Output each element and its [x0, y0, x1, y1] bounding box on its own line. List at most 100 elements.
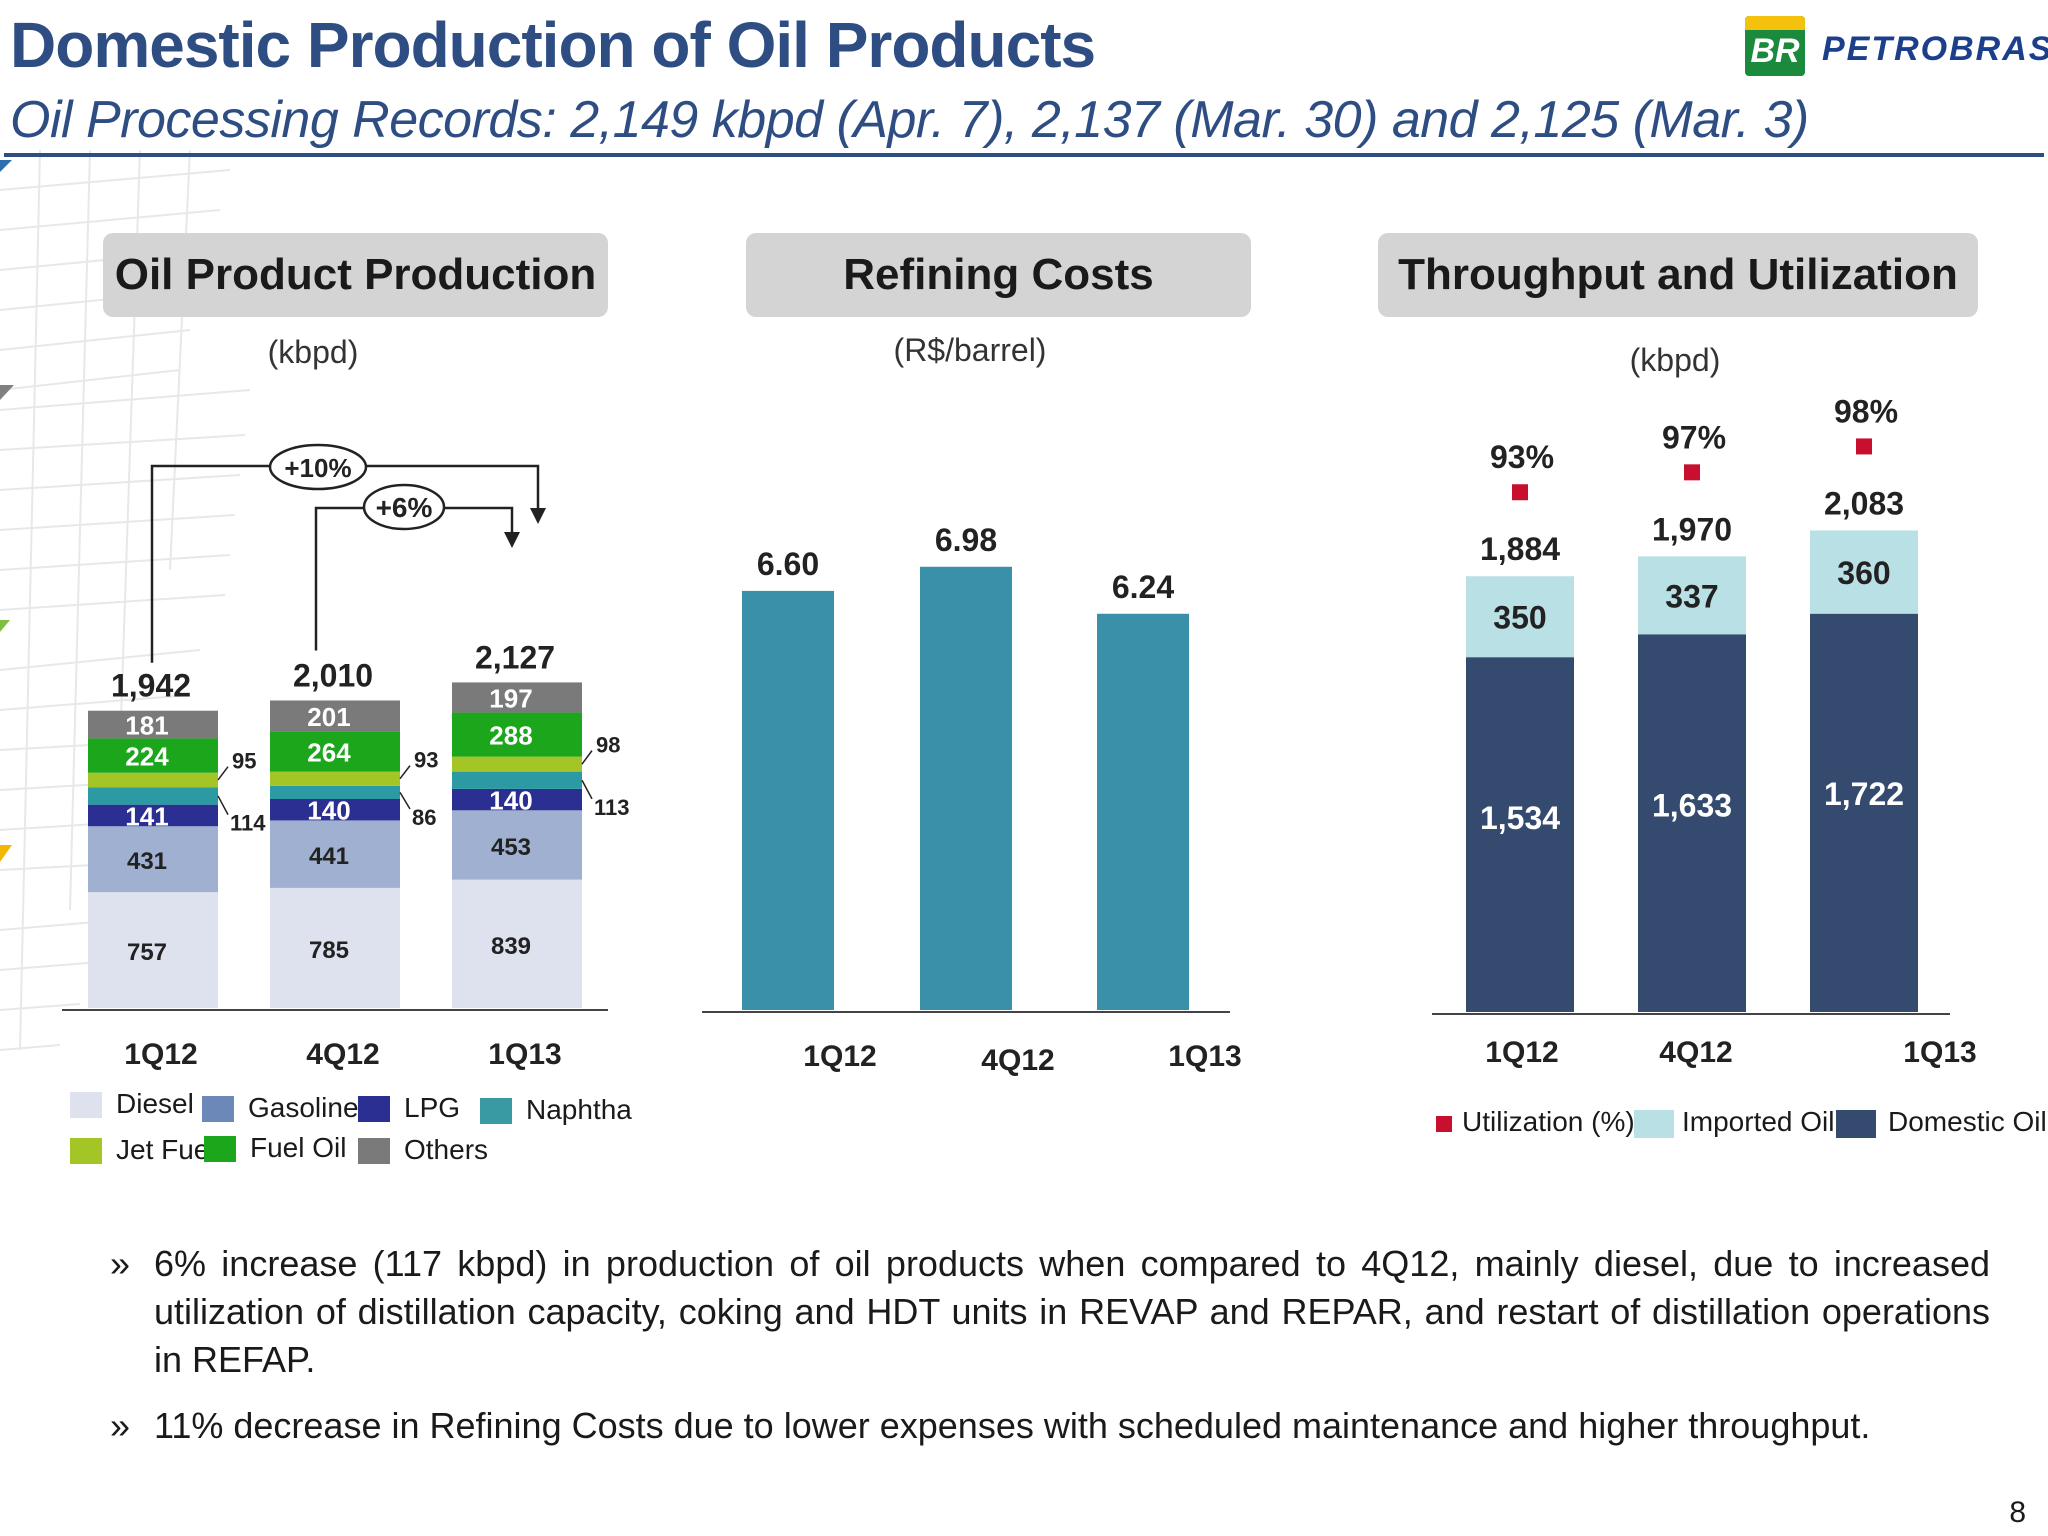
total-label-throughput-4q12: 1,970	[1652, 511, 1732, 547]
bar-segment-domestic-oil-4q12	[1638, 634, 1746, 1012]
value-label-jet-fuel-4q12: 93	[414, 748, 438, 773]
bullet-item: » 11% decrease in Refining Costs due to l…	[110, 1402, 1990, 1450]
leader-line-naphtha-1q12	[217, 795, 229, 816]
value-label-lpg-1q12: 141	[125, 801, 168, 831]
value-label-gasoline-1q12: 431	[127, 848, 167, 875]
bar-segment-domestic-oil-1q13	[1810, 613, 1918, 1012]
total-label-1q12: 1,942	[111, 668, 191, 704]
bar-segment-gasoline-1q12	[88, 826, 218, 893]
legend-swatch-domestic-oil	[1836, 1110, 1876, 1138]
utilization-marker-1q12	[1512, 484, 1528, 501]
value-label-naphtha-4q12: 86	[412, 805, 436, 830]
bar-segment-jet-fuel-1q12	[88, 772, 218, 788]
legend-swatch-imported-oil	[1634, 1110, 1674, 1138]
value-label-jet-fuel-1q12: 95	[232, 749, 256, 774]
bar-segment-fuel-oil-4q12	[270, 731, 400, 772]
total-label-4q12: 2,010	[293, 657, 373, 693]
x-tick-label-throughput-1q12: 1Q12	[1485, 1036, 1558, 1069]
deco-triangle-blue	[0, 160, 12, 172]
petrobras-logo-icon: BR	[1745, 16, 1805, 76]
growth-badge-10pct	[268, 443, 368, 491]
value-label-diesel-1q13: 839	[491, 933, 531, 960]
title-rule	[4, 153, 2044, 157]
legend-swatch-others	[358, 1138, 390, 1164]
bar-segment-gasoline-1q13	[452, 810, 582, 880]
value-label-imported-oil-1q12: 350	[1493, 600, 1546, 636]
bar-refining-cost-1q13	[1097, 613, 1189, 1010]
bar-segment-imported-oil-4q12	[1638, 556, 1746, 635]
bar-refining-cost-1q12	[742, 590, 834, 1010]
value-label-refining-cost-1q12: 6.60	[757, 546, 819, 582]
leader-line-jet-fuel-4q12	[399, 765, 411, 780]
bar-segment-diesel-1q12	[88, 892, 218, 1008]
bullet-text: 11% decrease in Refining Costs due to lo…	[154, 1405, 1871, 1446]
deco-triangle-green	[0, 620, 10, 632]
value-label-naphtha-1q13: 113	[594, 795, 630, 820]
deco-triangle-gray	[0, 385, 14, 400]
x-tick-label-refining-1q13: 1Q13	[1168, 1040, 1241, 1073]
unit-label-production: (kbpd)	[267, 334, 359, 370]
deco-triangle-yellow	[0, 845, 12, 862]
total-label-1q13: 2,127	[475, 639, 555, 675]
bullet-item: » 6% increase (117 kbpd) in production of…	[110, 1240, 1990, 1384]
value-label-imported-oil-1q13: 360	[1837, 555, 1890, 591]
page-title: Domestic Production of Oil Products	[10, 9, 1096, 81]
panel-title-oil-product-production: Oil Product Production	[103, 233, 608, 317]
bar-segment-fuel-oil-1q12	[88, 738, 218, 773]
bar-segment-jet-fuel-1q13	[452, 756, 582, 772]
value-label-domestic-oil-4q12: 1,633	[1652, 787, 1732, 823]
value-label-fuel-oil-4q12: 264	[307, 737, 351, 767]
bar-segment-diesel-1q13	[452, 879, 582, 1008]
unit-label-refining-costs: (R$/barrel)	[893, 332, 1047, 368]
legend-swatch-jet-fuel	[70, 1138, 102, 1164]
value-label-diesel-4q12: 785	[309, 937, 349, 964]
bar-segment-others-4q12	[270, 700, 400, 732]
utilization-marker-1q13	[1856, 438, 1872, 455]
page-number: 8	[2009, 1496, 2026, 1529]
bar-segment-imported-oil-1q12	[1466, 576, 1574, 658]
value-label-others-1q13: 197	[489, 683, 532, 713]
x-tick-label-refining-1q12: 1Q12	[803, 1040, 876, 1073]
legend-swatch-lpg	[358, 1096, 390, 1122]
arrowhead-10pct	[530, 508, 546, 524]
unit-label-throughput: (kbpd)	[1629, 342, 1721, 378]
growth-badge-6pct	[362, 483, 446, 531]
logo-mark: BR	[1750, 32, 1800, 70]
x-tick-label-1q13: 1Q13	[488, 1038, 561, 1071]
bullet-marker: »	[110, 1243, 131, 1284]
value-label-imported-oil-4q12: 337	[1665, 578, 1718, 614]
value-label-gasoline-1q13: 453	[491, 834, 531, 861]
x-tick-label-4q12: 4Q12	[306, 1038, 379, 1071]
bar-segment-fuel-oil-1q13	[452, 712, 582, 757]
bar-refining-cost-4q12	[920, 566, 1012, 1010]
legend-swatch-fuel-oil	[204, 1136, 236, 1162]
value-label-lpg-1q13: 140	[489, 786, 532, 816]
value-label-fuel-oil-1q13: 288	[489, 721, 532, 751]
bar-segment-naphtha-1q13	[452, 771, 582, 789]
utilization-marker-4q12	[1684, 464, 1700, 481]
bar-segment-naphtha-1q12	[88, 787, 218, 805]
value-label-domestic-oil-1q12: 1,534	[1480, 800, 1560, 836]
utilization-label-1q13: 98%	[1834, 393, 1898, 429]
leader-line-jet-fuel-1q13	[581, 750, 593, 765]
x-tick-label-1q12: 1Q12	[124, 1038, 197, 1071]
bar-segment-imported-oil-1q13	[1810, 530, 1918, 614]
legend-swatch-utilization	[1436, 1116, 1452, 1132]
total-label-throughput-1q13: 2,083	[1824, 485, 1904, 521]
value-label-lpg-4q12: 140	[307, 796, 350, 826]
value-label-others-1q12: 181	[125, 711, 168, 741]
bullet-text: 6% increase (117 kbpd) in production of …	[154, 1243, 1990, 1380]
x-tick-label-throughput-4q12: 4Q12	[1659, 1036, 1732, 1069]
legend-swatch-diesel	[70, 1092, 102, 1118]
value-label-fuel-oil-1q12: 224	[125, 742, 169, 772]
bar-segment-lpg-1q12	[88, 804, 218, 827]
bar-segment-gasoline-4q12	[270, 820, 400, 888]
bar-segment-others-1q12	[88, 710, 218, 739]
leader-line-naphtha-4q12	[399, 792, 411, 810]
arrowhead-6pct	[504, 532, 520, 548]
bar-segment-lpg-1q13	[452, 788, 582, 811]
x-tick-label-refining-4q12: 4Q12	[981, 1044, 1054, 1077]
